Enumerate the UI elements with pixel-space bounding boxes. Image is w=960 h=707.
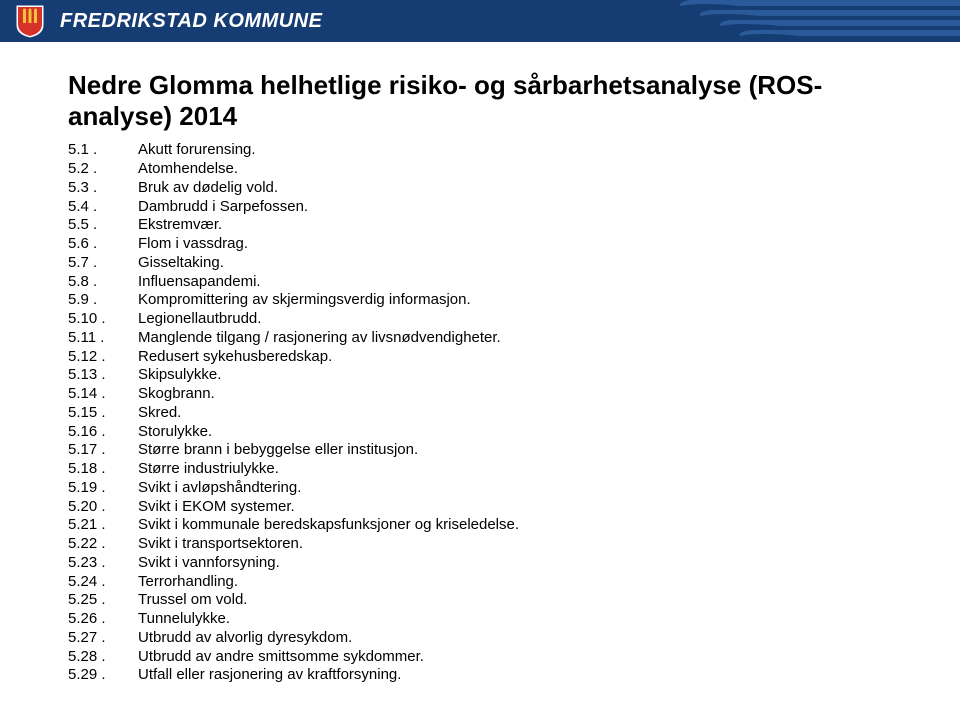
list-item: 5.1 .Akutt forurensing. — [68, 141, 900, 160]
list-item-number: 5.2 . — [68, 160, 138, 179]
list-item-text: Flom i vassdrag. — [138, 235, 900, 254]
list-item-number: 5.18 . — [68, 460, 138, 479]
list-item-text: Skipsulykke. — [138, 366, 900, 385]
list-item: 5.4 .Dambrudd i Sarpefossen. — [68, 198, 900, 217]
list-item-text: Større brann i bebyggelse eller institus… — [138, 441, 900, 460]
list-item-number: 5.19 . — [68, 479, 138, 498]
list-item-text: Utbrudd av andre smittsomme sykdommer. — [138, 648, 900, 667]
list-item-text: Atomhendelse. — [138, 160, 900, 179]
list-item-text: Trussel om vold. — [138, 591, 900, 610]
list-item: 5.14 .Skogbrann. — [68, 385, 900, 404]
list-item-text: Akutt forurensing. — [138, 141, 900, 160]
list-item-number: 5.20 . — [68, 498, 138, 517]
list-item-number: 5.17 . — [68, 441, 138, 460]
list-item: 5.8 .Influensapandemi. — [68, 273, 900, 292]
list-item-text: Ekstremvær. — [138, 216, 900, 235]
list-item-number: 5.5 . — [68, 216, 138, 235]
list-item: 5.18 .Større industriulykke. — [68, 460, 900, 479]
list-item: 5.11 .Manglende tilgang / rasjonering av… — [68, 329, 900, 348]
list-item-text: Legionellautbrudd. — [138, 310, 900, 329]
municipal-logo-icon — [14, 3, 46, 39]
list-item: 5.12 .Redusert sykehusberedskap. — [68, 348, 900, 367]
list-item-text: Svikt i vannforsyning. — [138, 554, 900, 573]
list-item-number: 5.12 . — [68, 348, 138, 367]
header-stripes-icon — [680, 0, 960, 42]
list-item-text: Skred. — [138, 404, 900, 423]
list-item: 5.27 .Utbrudd av alvorlig dyresykdom. — [68, 629, 900, 648]
list-item-text: Terrorhandling. — [138, 573, 900, 592]
list-item-text: Utfall eller rasjonering av kraftforsyni… — [138, 666, 900, 685]
list-item-number: 5.28 . — [68, 648, 138, 667]
list-item-number: 5.23 . — [68, 554, 138, 573]
list-item: 5.28 .Utbrudd av andre smittsomme sykdom… — [68, 648, 900, 667]
list-item: 5.3 .Bruk av dødelig vold. — [68, 179, 900, 198]
list-item-text: Kompromittering av skjermingsverdig info… — [138, 291, 900, 310]
list-item-number: 5.6 . — [68, 235, 138, 254]
list-item-text: Redusert sykehusberedskap. — [138, 348, 900, 367]
list-item: 5.16 .Storulykke. — [68, 423, 900, 442]
list-item: 5.23 .Svikt i vannforsyning. — [68, 554, 900, 573]
list-item-number: 5.10 . — [68, 310, 138, 329]
list-item-number: 5.14 . — [68, 385, 138, 404]
list-item-number: 5.27 . — [68, 629, 138, 648]
list-item-text: Større industriulykke. — [138, 460, 900, 479]
list-item-text: Manglende tilgang / rasjonering av livsn… — [138, 329, 900, 348]
list-item-number: 5.15 . — [68, 404, 138, 423]
list-item-text: Svikt i kommunale beredskapsfunksjoner o… — [138, 516, 900, 535]
list-item: 5.25 .Trussel om vold. — [68, 591, 900, 610]
list-item-number: 5.3 . — [68, 179, 138, 198]
document-content: Nedre Glomma helhetlige risiko- og sårba… — [0, 42, 960, 685]
list-item-text: Storulykke. — [138, 423, 900, 442]
list-item: 5.6 .Flom i vassdrag. — [68, 235, 900, 254]
list-item: 5.10 .Legionellautbrudd. — [68, 310, 900, 329]
list-item-number: 5.11 . — [68, 329, 138, 348]
list-item-text: Dambrudd i Sarpefossen. — [138, 198, 900, 217]
header-bar: FREDRIKSTAD KOMMUNE — [0, 0, 960, 42]
doc-title: Nedre Glomma helhetlige risiko- og sårba… — [68, 70, 900, 131]
list-item-number: 5.8 . — [68, 273, 138, 292]
list-item: 5.2 .Atomhendelse. — [68, 160, 900, 179]
list-item: 5.7 .Gisseltaking. — [68, 254, 900, 273]
list-item-number: 5.24 . — [68, 573, 138, 592]
list-item-number: 5.29 . — [68, 666, 138, 685]
list-item-number: 5.22 . — [68, 535, 138, 554]
list-item-number: 5.4 . — [68, 198, 138, 217]
list-item: 5.29 .Utfall eller rasjonering av kraftf… — [68, 666, 900, 685]
list-item-text: Utbrudd av alvorlig dyresykdom. — [138, 629, 900, 648]
list-item-text: Svikt i avløpshåndtering. — [138, 479, 900, 498]
list-item-text: Svikt i transportsektoren. — [138, 535, 900, 554]
list-item: 5.5 .Ekstremvær. — [68, 216, 900, 235]
list-item-number: 5.25 . — [68, 591, 138, 610]
list-item-number: 5.21 . — [68, 516, 138, 535]
list-item: 5.19 .Svikt i avløpshåndtering. — [68, 479, 900, 498]
list-item-number: 5.7 . — [68, 254, 138, 273]
list-item: 5.9 .Kompromittering av skjermingsverdig… — [68, 291, 900, 310]
list-item-text: Svikt i EKOM systemer. — [138, 498, 900, 517]
list-item-number: 5.16 . — [68, 423, 138, 442]
list-item-text: Gisseltaking. — [138, 254, 900, 273]
list-item-text: Bruk av dødelig vold. — [138, 179, 900, 198]
list-item: 5.26 .Tunnelulykke. — [68, 610, 900, 629]
list-item-text: Tunnelulykke. — [138, 610, 900, 629]
list-item: 5.21 .Svikt i kommunale beredskapsfunksj… — [68, 516, 900, 535]
list-item: 5.17 .Større brann i bebyggelse eller in… — [68, 441, 900, 460]
list-item: 5.22 .Svikt i transportsektoren. — [68, 535, 900, 554]
org-name: FREDRIKSTAD KOMMUNE — [60, 10, 322, 33]
list-item-number: 5.26 . — [68, 610, 138, 629]
list-item-number: 5.1 . — [68, 141, 138, 160]
list-item-number: 5.9 . — [68, 291, 138, 310]
list-item: 5.13 .Skipsulykke. — [68, 366, 900, 385]
list-item-number: 5.13 . — [68, 366, 138, 385]
list-item-text: Skogbrann. — [138, 385, 900, 404]
list-item: 5.20 .Svikt i EKOM systemer. — [68, 498, 900, 517]
list-item-text: Influensapandemi. — [138, 273, 900, 292]
list-item: 5.15 .Skred. — [68, 404, 900, 423]
toc-list: 5.1 .Akutt forurensing.5.2 .Atomhendelse… — [68, 141, 900, 685]
list-item: 5.24 .Terrorhandling. — [68, 573, 900, 592]
